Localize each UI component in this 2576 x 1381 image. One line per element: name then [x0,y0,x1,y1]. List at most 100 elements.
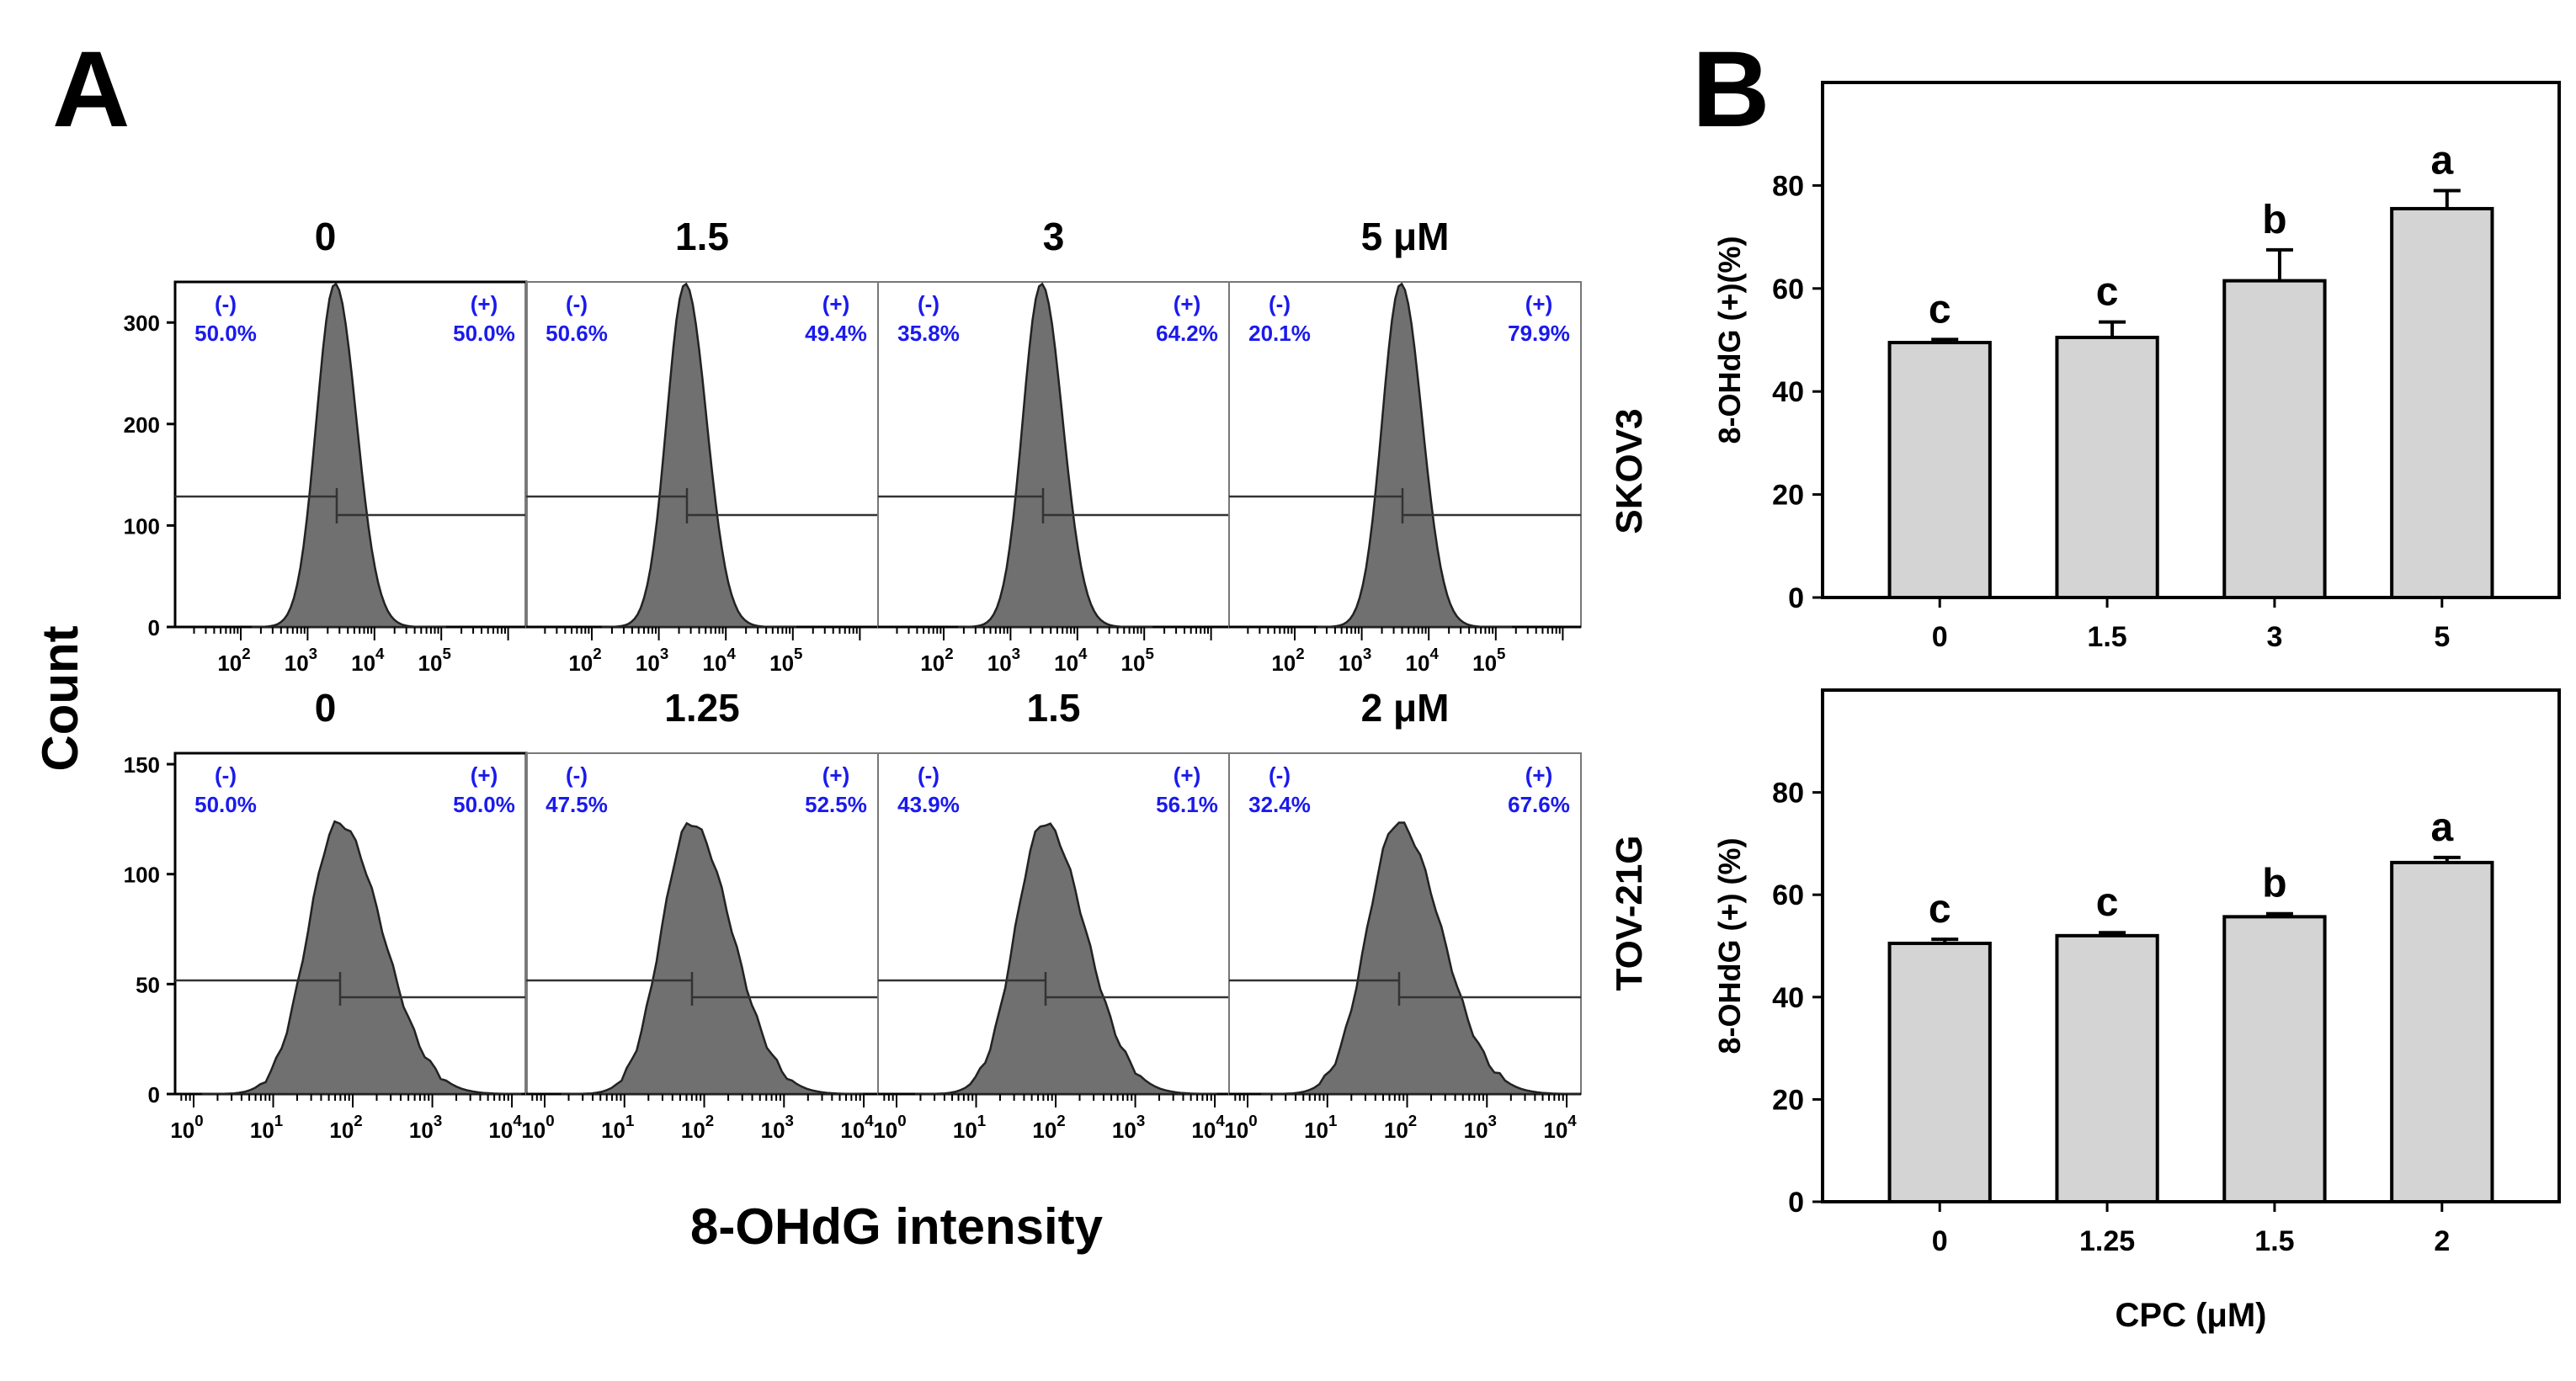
x-tick-label: 103 [285,645,317,676]
y-tick-label: 50 [136,972,160,997]
gate-positive-label: (+) [1525,291,1553,316]
panel-b-label: B [1692,29,1770,150]
histogram-panel-2-4: 2 μM (-) 32.4% (+) 67.6% 100 101 102 103 104 [1224,686,1582,1143]
histogram-panel-1-3: 3 (-) 35.8% (+) 64.2% 102 103 104 105 [877,215,1230,676]
x-tick-label: 103 [1464,1112,1497,1143]
bar [2390,860,2494,1203]
gate-positive-percent: 67.6% [1508,792,1570,817]
significance-letter: b [2262,862,2286,906]
x-tick-label: 2 [2434,1225,2450,1257]
x-tick-label: 102 [1271,645,1304,676]
y-tick-label: 40 [1772,376,1804,408]
x-tick-label: 101 [250,1112,283,1143]
x-tick-label: 105 [769,645,802,676]
x-tick-label: 1.5 [2254,1225,2294,1257]
gate-positive-percent: 64.2% [1156,321,1218,346]
x-tick-label: 3 [2266,621,2282,653]
gate-negative-percent: 50.0% [194,321,257,346]
x-tick-label: 103 [409,1112,442,1143]
x-tick-label: 1.5 [2087,621,2126,653]
dose-label: 1.5 [675,215,729,258]
gate-negative-label: (-) [566,762,588,788]
y-tick-label: 60 [1772,879,1804,911]
cell-line-label-tov21g: TOV-21G [1609,835,1650,991]
x-tick-label: 101 [601,1112,634,1143]
x-tick-label: 5 [2434,621,2450,653]
gate-negative-percent: 32.4% [1248,792,1311,817]
gate-positive-label: (+) [1174,762,1201,788]
flow-histogram-grid: 0 100 200 300 0 (-) 50.0% (+) 50.0% 102 103 104 105 1… [124,215,1582,1143]
y-tick-label: 300 [124,311,160,336]
x-tick-label: 102 [1384,1112,1417,1143]
gate-positive-label: (+) [822,291,850,316]
bar-chart-2: 0 20 40 60 80 8-OHdG (+) (%) c 0 c 1.25 b 1.5 a 2 CPC … [1712,688,2561,1334]
x-tick-label: 0 [1932,621,1948,653]
x-tick-label: 102 [217,645,250,676]
gate-negative-percent: 43.9% [897,792,960,817]
significance-letter: c [1929,287,1951,332]
bar-chart-1: 0 20 40 60 80 8-OHdG (+)(%) c 0 c 1.5 b 3 a 5 [1712,81,2561,653]
panel-a-label: A [52,29,130,150]
x-tick-label: 102 [568,645,601,676]
y-tick-label: 150 [124,752,160,778]
bar [2222,915,2327,1203]
gate-positive-label: (+) [471,291,498,316]
histogram-peak [562,821,864,1096]
y-tick-label: 20 [1772,1084,1804,1116]
histogram-row-1: 0 100 200 300 0 (-) 50.0% (+) 50.0% 102 103 104 105 1… [124,215,1582,676]
bar [2390,206,2494,599]
y-tick-label: 80 [1772,170,1804,202]
panel-a-y-title: Count [32,625,88,771]
bar [1887,341,1992,599]
bar [2222,279,2327,599]
x-tick-label: 102 [329,1112,362,1143]
x-tick-label: 100 [521,1112,554,1143]
x-axis-label: CPC (μM) [2116,1297,2267,1334]
x-tick-label: 1.25 [2079,1225,2135,1257]
y-tick-label: 0 [1788,1187,1804,1219]
gate-positive-label: (+) [822,762,850,788]
x-tick-label: 105 [1472,645,1505,676]
gate-positive-percent: 50.0% [453,321,515,346]
gate-negative-label: (-) [918,291,939,316]
histogram-peak [202,820,522,1096]
significance-letter: c [2096,270,2119,315]
histogram-peak [1261,821,1581,1096]
y-tick-label: 60 [1772,274,1804,305]
histogram-peak [1317,282,1512,629]
dose-label: 0 [315,686,337,730]
cell-line-label-skov3: SKOV3 [1609,408,1650,534]
gate-positive-label: (+) [1525,762,1553,788]
x-tick-label: 104 [703,645,737,676]
histogram-peak [958,282,1152,629]
x-tick-label: 103 [1339,645,1371,676]
significance-letter: a [2430,139,2453,183]
gate-negative-percent: 50.0% [194,792,257,817]
bar [2055,335,2159,599]
dose-label: 1.5 [1027,686,1081,730]
histogram-peak [602,282,796,629]
gate-negative-label: (-) [1269,291,1291,316]
gate-negative-label: (-) [215,291,237,316]
y-tick-label: 0 [148,615,160,640]
x-tick-label: 100 [1224,1112,1257,1143]
x-tick-label: 100 [873,1112,906,1143]
gate-positive-percent: 52.5% [805,792,867,817]
gate-positive-percent: 50.0% [453,792,515,817]
y-tick-label: 0 [1788,582,1804,614]
histogram-panel-2-1: 0 (-) 50.0% (+) 50.0% 100 101 102 103 104 [170,686,528,1143]
histogram-row-2: 0 50 100 150 0 (-) 50.0% (+) 50.0% 100 101 102 103 10… [124,686,1582,1143]
x-tick-label: 103 [636,645,668,676]
bar [2055,933,2159,1203]
x-tick-label: 104 [840,1112,874,1143]
gate-negative-label: (-) [1269,762,1291,788]
dose-label: 0 [315,215,337,258]
x-tick-label: 102 [681,1112,714,1143]
y-tick-label: 0 [148,1082,160,1107]
y-tick-label: 80 [1772,778,1804,810]
y-tick-label: 200 [124,412,160,438]
gate-positive-percent: 56.1% [1156,792,1218,817]
plot-frame [1821,81,2561,599]
y-tick-label: 100 [124,513,160,539]
x-tick-label: 105 [418,645,451,676]
